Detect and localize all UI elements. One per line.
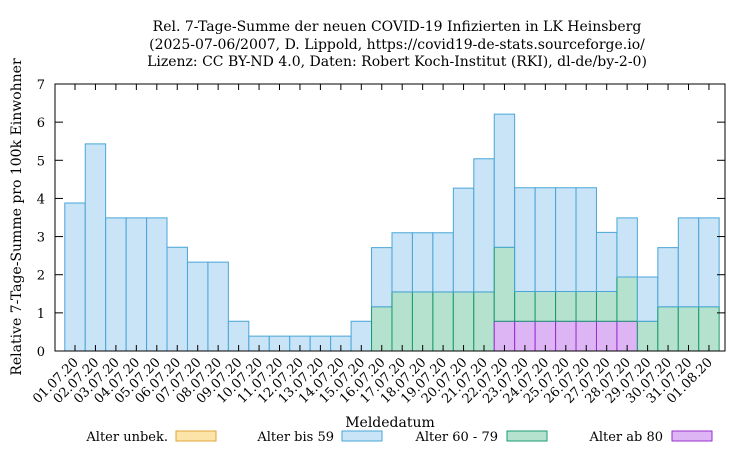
bar-segment [677,306,700,352]
legend-label: Alter unbek. [85,430,168,445]
y-tick-label: 2 [37,269,45,284]
bar-segment [514,291,536,322]
bar-segment [371,247,393,308]
legend-swatch [671,430,713,442]
legend-swatch [506,430,548,442]
bar-segment [596,231,618,293]
y-tick-label: 5 [37,154,45,169]
x-axis-label: Meldedatum [345,415,435,431]
bar-segment [84,143,107,352]
bar-segment [105,217,127,352]
bar-segment [432,232,454,293]
bar-segment [677,217,700,308]
legend-swatch [175,430,217,442]
bar-segment [493,246,516,322]
legend-label: Alter bis 59 [256,430,334,445]
bar-segment [493,113,516,248]
bar-segment [391,232,413,293]
bar-segment [166,246,188,352]
chart-title: Rel. 7-Tage-Summe der neuen COVID-19 Inf… [147,19,647,70]
chart-title-line-2: (2025-07-06/2007, D. Lippold, https://co… [149,37,645,53]
bars [64,113,720,352]
bar-segment [432,291,454,352]
y-axis: 0 1 2 3 4 5 6 7 [37,78,725,360]
y-tick-label: 6 [37,116,45,131]
y-tick-label: 1 [37,307,45,322]
bar-segment [657,247,679,308]
legend: Alter unbek. Alter bis 59 Alter 60 - 79 Alt… [85,430,713,445]
bar-segment [616,217,638,278]
legend-label: Alter ab 80 [588,430,663,445]
bar-segment [473,158,495,293]
bar-segment [146,217,168,352]
chart-title-line-1: Rel. 7-Tage-Summe der neuen COVID-19 Inf… [153,19,642,35]
bar-segment [452,291,475,352]
bar-segment [657,306,679,352]
bar-segment [411,232,434,293]
y-tick-label: 0 [37,345,45,360]
bar-segment [64,202,86,352]
y-tick-label: 3 [37,231,45,246]
chart-title-line-3: Lizenz: CC BY-ND 4.0, Daten: Robert Koch… [147,54,647,70]
legend-label: Alter 60 - 79 [414,430,498,445]
bar-segment [534,187,557,292]
bar-segment [187,261,209,352]
bar-segment [636,276,659,322]
bar-segment [371,306,393,352]
y-axis-label: Relative 7-Tage-Summe pro 100k Einwohner [9,58,25,376]
plot-frame [54,83,726,352]
bar-segment [616,276,638,322]
bar-segment [391,291,413,352]
bar-segment [514,187,536,292]
bar-segment [575,291,597,322]
bar-segment [207,261,229,352]
bar-segment [534,291,557,322]
y-tick-label: 7 [37,78,45,93]
bar-segment [411,291,434,352]
bar-segment [125,217,148,352]
bar-segment [596,291,618,322]
bar-segment [555,187,577,292]
bar-segment [575,187,597,292]
bar-segment [555,291,577,322]
bar-segment [698,306,720,352]
legend-swatch [341,430,383,442]
bar-segment [452,187,475,293]
bar-segment [698,217,720,308]
y-tick-label: 4 [37,192,45,207]
bar-segment [473,291,495,352]
